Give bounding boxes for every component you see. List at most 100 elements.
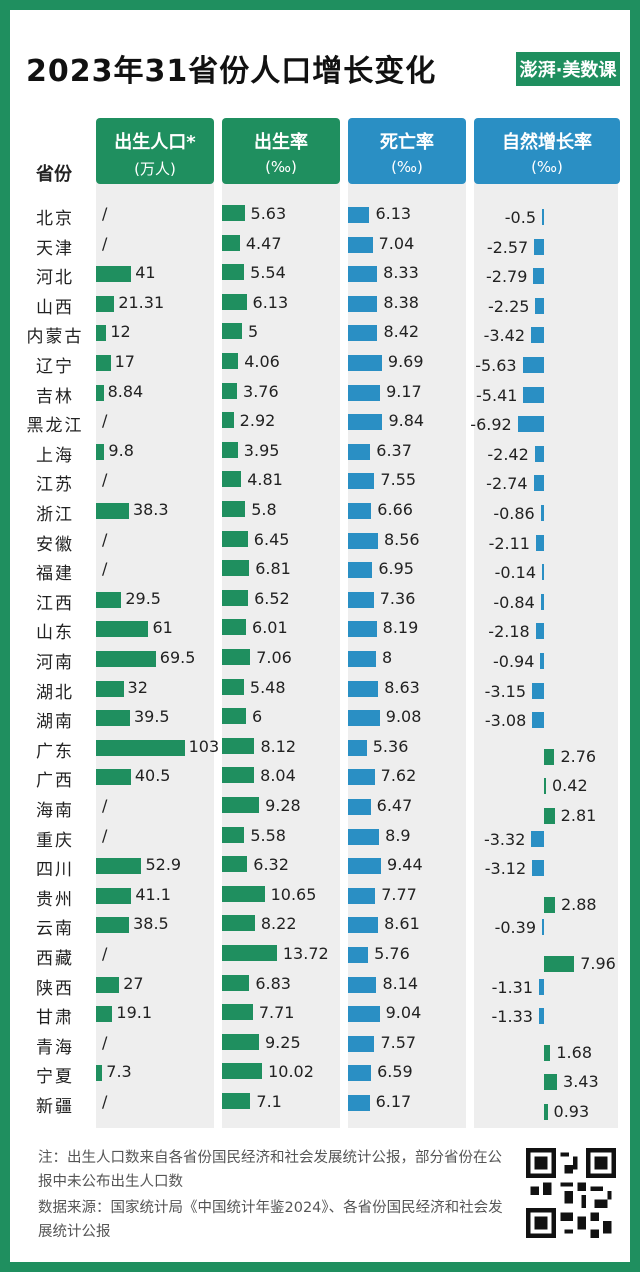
births-missing: / — [102, 944, 108, 963]
death-rate-bar — [348, 917, 379, 934]
birth-rate-value: 6.32 — [253, 855, 289, 875]
death-rate-bar — [348, 266, 378, 283]
birth-rate-value: 8.22 — [260, 914, 297, 934]
province-label: 贵州 — [36, 889, 74, 910]
qr-code — [526, 1148, 616, 1238]
natural-growth-value: -2.74 — [486, 474, 528, 494]
death-rate-value: 7.77 — [381, 884, 417, 904]
data-source: 数据来源：国家统计局《中国统计年鉴2024》、各省份国民经济和社会发展统计公报 — [38, 1200, 503, 1240]
death-rate-value: 6.59 — [377, 1062, 413, 1082]
natural-growth-bar — [540, 593, 544, 610]
death-rate-bar — [348, 947, 369, 963]
births-bar — [96, 1065, 103, 1082]
natural-growth-value: 2.88 — [560, 894, 597, 914]
province-label: 广西 — [36, 771, 74, 792]
death-rate-value: 5.76 — [374, 944, 410, 963]
natural-growth-bar — [544, 778, 546, 795]
natural-growth-value: 0.42 — [552, 776, 588, 796]
birth-rate-value: 5 — [248, 322, 259, 342]
birth-rate-value: 9.25 — [265, 1032, 301, 1052]
births-value: 41.1 — [135, 884, 171, 904]
births-value: 17 — [114, 352, 135, 371]
birth-rate-value: 13.72 — [282, 944, 329, 963]
birth-rate-value: 3.95 — [243, 440, 280, 460]
births-bar — [96, 295, 115, 312]
natural-growth-bar — [532, 712, 544, 729]
births-missing: / — [102, 233, 108, 253]
death-rate-value: 7.55 — [380, 470, 417, 490]
natural-growth-value: -6.92 — [470, 415, 512, 435]
death-rate-bar — [348, 887, 376, 904]
birth-rate-value: 5.8 — [251, 500, 277, 519]
header-births-label: 出生人口* — [114, 132, 196, 153]
province-label: 天津 — [36, 238, 74, 259]
natural-growth-bar — [544, 1044, 551, 1061]
province-label: 青海 — [36, 1037, 74, 1058]
province-label: 海南 — [36, 801, 74, 821]
province-label: 黑龙江 — [26, 416, 84, 437]
births-bar — [96, 680, 124, 697]
birth-rate-bar — [222, 560, 250, 577]
births-bar — [96, 739, 185, 756]
natural-growth-bar — [535, 623, 544, 640]
death-rate-value: 8.19 — [382, 618, 419, 638]
natural-growth-bar — [542, 919, 544, 936]
birth-rate-value: 5.54 — [250, 263, 286, 283]
birth-rate-bar — [222, 1093, 251, 1109]
births-value: 52.9 — [145, 855, 182, 875]
births-value: 12 — [110, 322, 131, 342]
natural-growth-bar — [535, 534, 544, 551]
birth-rate-value: 9.28 — [265, 796, 301, 815]
header-natural-growth-label: 自然增长率 — [502, 132, 592, 153]
death-rate-value: 6.66 — [377, 500, 413, 519]
natural-growth-bar — [544, 896, 555, 913]
death-rate-value: 6.17 — [375, 1092, 412, 1111]
province-label: 宁夏 — [36, 1067, 74, 1088]
birth-rate-bar — [222, 471, 242, 488]
death-rate-value: 6.13 — [375, 204, 412, 223]
birth-rate-bar — [222, 412, 234, 429]
death-rate-bar — [348, 532, 378, 549]
death-rate-value: 8.9 — [385, 825, 411, 845]
births-bar — [96, 710, 130, 727]
birth-rate-bar — [222, 530, 248, 547]
births-bar — [96, 1006, 113, 1023]
births-value: 32 — [127, 677, 148, 697]
death-rate-value: 6.37 — [376, 440, 412, 460]
birth-rate-value: 5.58 — [250, 825, 286, 845]
birth-rate-bar — [222, 619, 247, 636]
births-bar — [96, 443, 105, 460]
province-label: 山西 — [36, 297, 74, 318]
natural-growth-value: -3.42 — [483, 326, 525, 346]
natural-growth-value: -1.33 — [491, 1007, 533, 1027]
births-value: 61 — [152, 618, 173, 638]
natural-growth-value: -0.86 — [493, 504, 535, 523]
death-rate-bar — [348, 1006, 380, 1023]
death-rate-bar — [348, 207, 370, 223]
death-rate-bar — [348, 680, 379, 697]
births-bar — [96, 858, 142, 875]
death-rate-value: 8.14 — [382, 973, 419, 993]
header-death-rate: 死亡率 (‰) — [348, 118, 466, 184]
birth-rate-bar — [222, 915, 255, 932]
births-value: 19.1 — [116, 1003, 153, 1023]
births-missing: / — [102, 825, 108, 845]
death-rate-value: 8.56 — [383, 529, 420, 549]
births-value: 103 — [188, 736, 220, 756]
death-rate-value: 7.36 — [379, 588, 416, 608]
header-death-rate-unit: (‰) — [391, 158, 423, 176]
natural-growth-value: -3.12 — [484, 859, 527, 879]
births-value: 69.5 — [159, 648, 196, 667]
birth-rate-bar — [222, 441, 238, 458]
province-label: 北京 — [36, 209, 74, 229]
province-label: 云南 — [36, 919, 74, 940]
natural-growth-value: 2.81 — [560, 806, 597, 825]
death-rate-bar — [348, 828, 380, 845]
births-bar — [96, 355, 111, 371]
births-missing: / — [102, 470, 108, 490]
natural-growth-bar — [538, 1008, 544, 1025]
births-value: 27 — [123, 973, 144, 993]
birth-rate-value: 6.01 — [252, 618, 288, 638]
death-rate-bar — [348, 591, 374, 608]
births-value: 38.5 — [133, 914, 169, 934]
